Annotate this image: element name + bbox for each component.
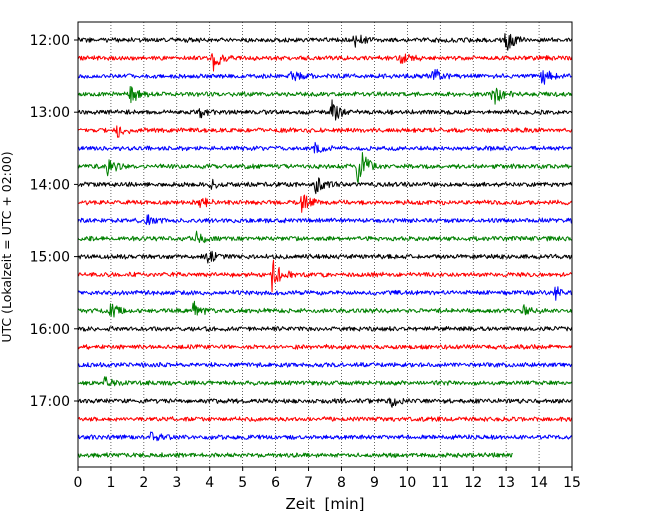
trace-1200: [77, 33, 573, 51]
trace-1500: [77, 250, 573, 264]
y-tick-label: 16:00: [30, 322, 70, 338]
plot-frame: [77, 21, 573, 468]
x-tick-label: 4: [205, 475, 214, 491]
y-tick-label: 17:00: [30, 394, 70, 410]
x-tick-label: 8: [337, 475, 346, 491]
x-axis-title: Zeit [min]: [285, 495, 364, 513]
x-tick-label: 13: [497, 475, 515, 491]
x-tick-label: 14: [530, 475, 548, 491]
y-axis-ticks: 12:00 13:00 14:00 15:00 16:00 17:00: [30, 33, 78, 410]
x-tick-label: 5: [238, 475, 247, 491]
x-tick-label: 1: [106, 475, 115, 491]
x-tick-label: 9: [370, 475, 379, 491]
y-tick-label: 13:00: [30, 105, 70, 121]
x-tick-label: 11: [431, 475, 449, 491]
trace-1215: [77, 53, 573, 72]
y-axis-title: UTC (Lokalzeit = UTC + 02:00): [0, 151, 14, 342]
trace-1300: [77, 99, 573, 121]
trace-1515: [77, 259, 573, 293]
x-tick-label: 15: [563, 475, 581, 491]
trace-1545: [77, 300, 573, 318]
trace-1745: [77, 452, 513, 459]
trace-1715: [77, 416, 573, 422]
trace-1415: [77, 194, 573, 213]
trace-1700: [77, 397, 573, 408]
x-tick-label: 0: [74, 475, 83, 491]
x-tick-label: 2: [139, 475, 148, 491]
trace-1730: [77, 431, 573, 442]
trace-1315: [77, 125, 573, 138]
trace-1430: [77, 214, 573, 226]
x-tick-label: 7: [304, 475, 313, 491]
x-tick-label: 10: [398, 475, 416, 491]
x-tick-label: 3: [172, 475, 181, 491]
x-axis-ticks: 0 1 2 3 4 5 6 7 8 9 10 11 12 13 14 15: [74, 467, 581, 491]
trace-1530: [77, 286, 573, 301]
trace-1615: [77, 343, 573, 350]
trace-layer: [77, 33, 573, 459]
x-tick-label: 12: [464, 475, 482, 491]
trace-1345: [77, 152, 573, 184]
trace-1645: [77, 376, 573, 387]
trace-1230: [77, 68, 573, 85]
trace-1630: [77, 361, 573, 368]
y-tick-label: 12:00: [30, 33, 70, 49]
trace-1400: [77, 177, 573, 195]
trace-1445: [77, 230, 573, 244]
x-tick-label: 6: [271, 475, 280, 491]
trace-1600: [77, 325, 573, 332]
trace-1245: [77, 86, 573, 105]
y-tick-label: 14:00: [30, 177, 70, 193]
grid-lines: [110, 22, 540, 467]
trace-1330: [77, 141, 573, 154]
y-tick-label: 15:00: [30, 250, 70, 266]
